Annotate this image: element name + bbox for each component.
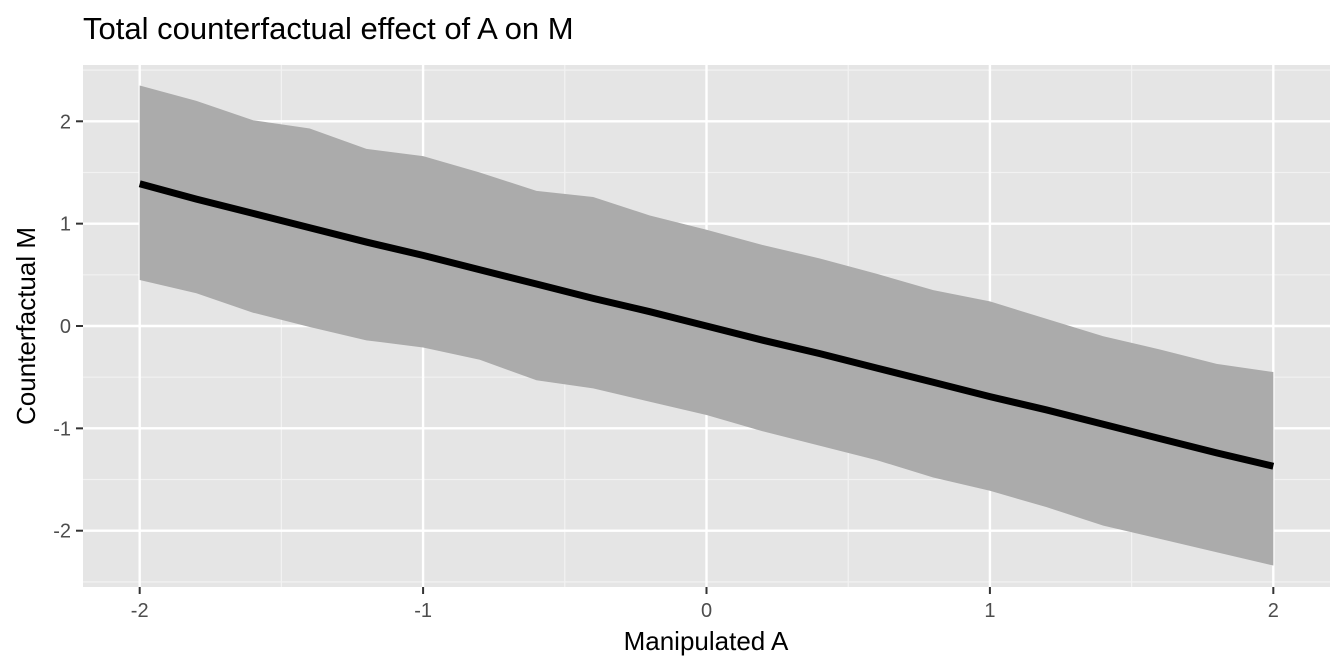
y-tick-label: 2 <box>60 111 71 133</box>
y-tick-label: -2 <box>53 521 71 543</box>
mean-line <box>138 180 1275 470</box>
x-tick-label: 1 <box>984 600 995 622</box>
y-tick-label: 1 <box>60 214 71 236</box>
x-tick-label: -1 <box>414 600 432 622</box>
x-axis-title: Manipulated A <box>624 626 789 656</box>
series-layer <box>138 85 1275 566</box>
y-axis-title: Counterfactual M <box>11 227 41 425</box>
x-axis: -2 -1 0 1 2 <box>131 587 1279 622</box>
x-tick-label: 2 <box>1268 600 1279 622</box>
y-tick-label: -1 <box>53 418 71 440</box>
y-tick-label: 0 <box>60 316 71 338</box>
chart-title: Total counterfactual effect of A on M <box>83 11 574 46</box>
y-axis: -2 -1 0 1 2 <box>53 111 83 543</box>
x-tick-label: 0 <box>701 600 712 622</box>
x-tick-label: -2 <box>131 600 149 622</box>
